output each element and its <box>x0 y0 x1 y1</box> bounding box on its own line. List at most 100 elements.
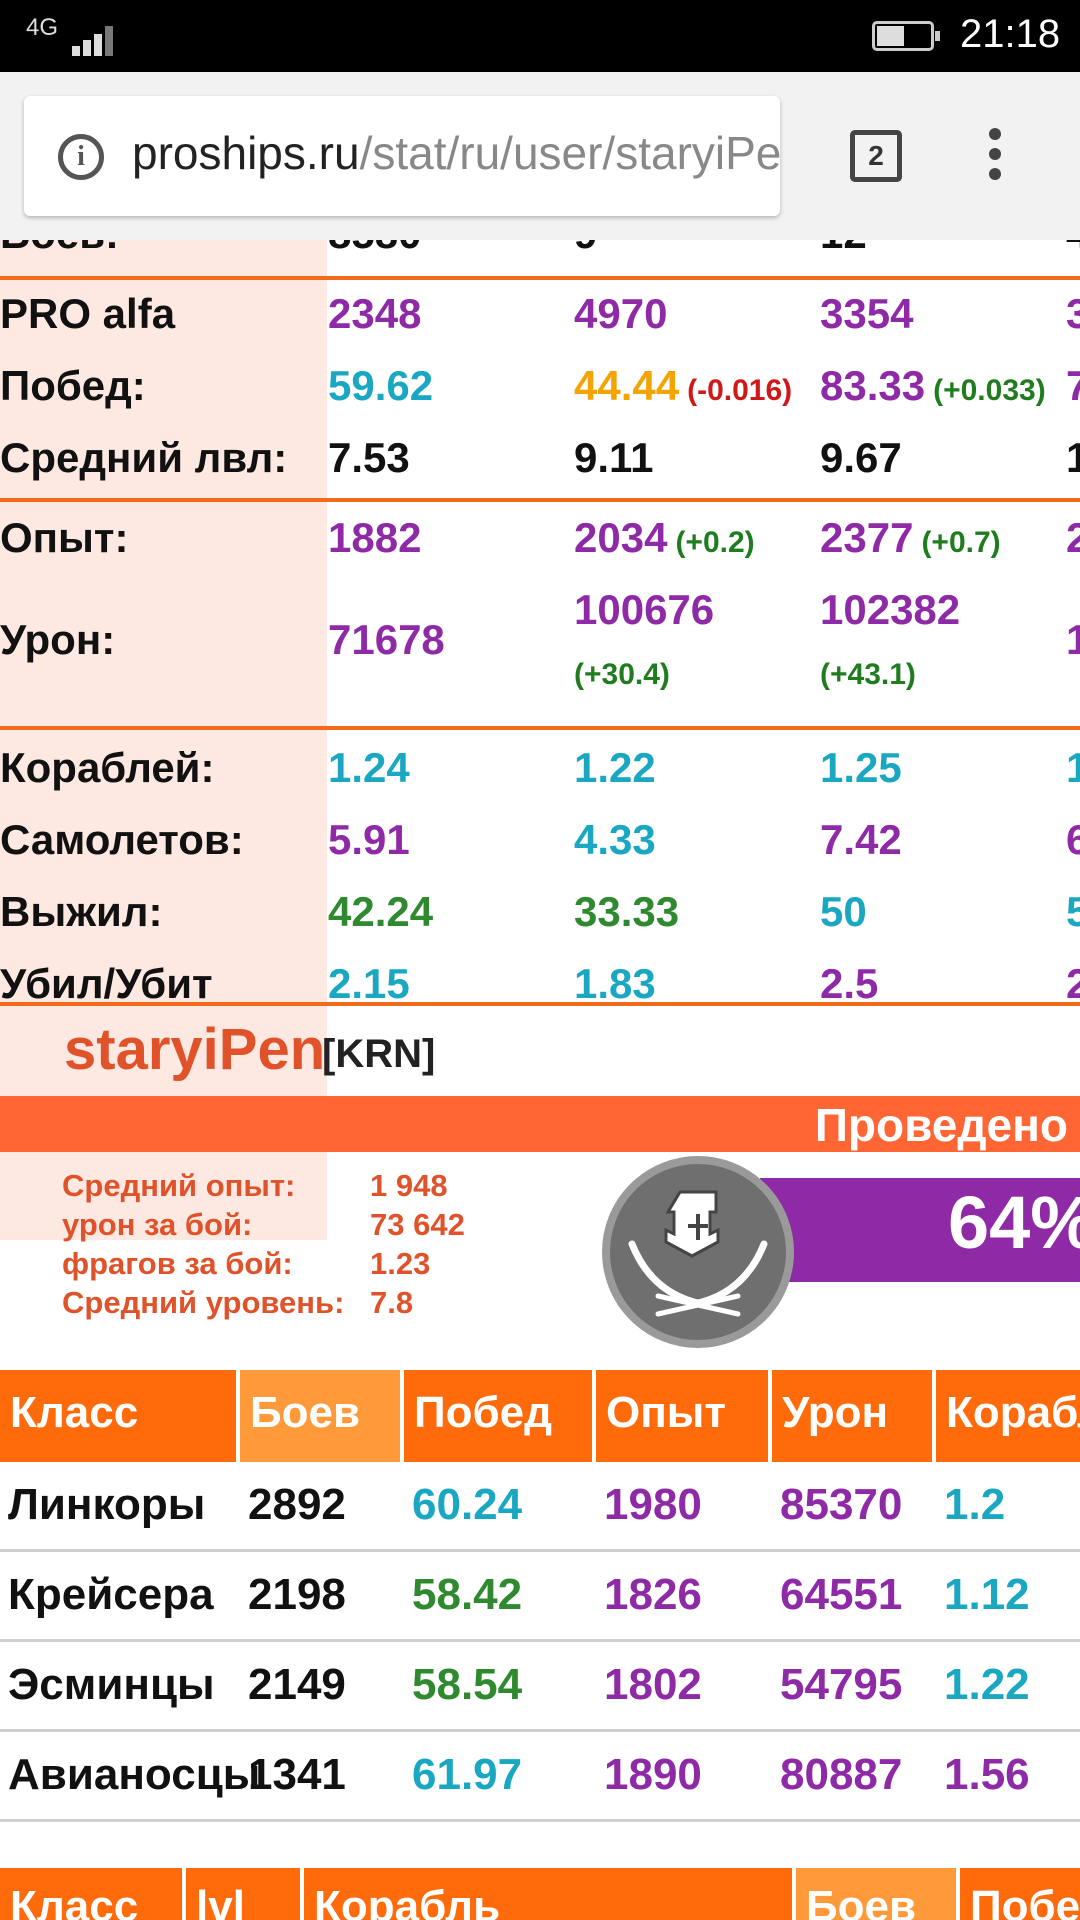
stats-label: PRO alfa <box>0 290 176 337</box>
banner-stat-value: 7.8 <box>370 1285 414 1320</box>
stats-value: 59.62 <box>328 362 434 409</box>
stats-value: 1 <box>1066 744 1080 792</box>
stats-delta: (+0.033) <box>933 374 1046 407</box>
column-header-exp[interactable]: Опыт <box>596 1370 768 1462</box>
stats-value: 2377 <box>820 514 914 561</box>
stats-label: Побед: <box>0 362 146 409</box>
column-header-wins[interactable]: Побед <box>404 1370 592 1462</box>
stats-delta: (+0.7) <box>921 526 1001 559</box>
banner-stat-label: урон за бой: <box>62 1207 253 1242</box>
class-table-header: Класс Боев Побед Опыт Урон Корабл <box>0 1370 1080 1462</box>
table-cell: 80887 <box>780 1750 903 1799</box>
column-header-level[interactable]: lvl <box>186 1868 300 1920</box>
table-cell: Крейсера <box>8 1570 214 1619</box>
divider <box>0 1002 1080 1006</box>
stats-row-damage: Урон: 71678 100676 (+30.4) 102382 (+43.1… <box>0 586 1080 716</box>
stats-value: 100676 <box>574 586 715 633</box>
stats-row-kd: Убил/Убит 2.15 1.83 2.5 2 <box>0 960 1080 1032</box>
stats-value: 1.25 <box>820 744 902 791</box>
stats-value: 2.15 <box>328 960 410 1007</box>
ship-stats-table: Класс lvl Корабль Боев Побед <box>0 1868 1080 1920</box>
column-header-wins[interactable]: Побед <box>960 1868 1080 1920</box>
win-rate-percent: 64% <box>948 1181 1080 1264</box>
table-cell: 1890 <box>604 1750 702 1799</box>
stats-value: 4970 <box>574 290 668 337</box>
stats-value: 33.33 <box>574 888 680 935</box>
player-name: staryiPen <box>64 1017 326 1082</box>
banner-stats: Средний опыт: 1 948 урон за бой: 73 642 фр… <box>62 1166 465 1322</box>
stats-label: Выжил: <box>0 888 163 935</box>
stats-row-planes: Самолетов: 5.91 4.33 7.42 6 <box>0 816 1080 888</box>
stats-label: Боев: <box>0 240 119 258</box>
stats-value: 50 <box>820 888 867 935</box>
stats-row-exp: Опыт: 1882 2034(+0.2) 2377(+0.7) 2 <box>0 514 1080 586</box>
stats-value: 4 <box>1066 240 1080 258</box>
column-header-class[interactable]: Класс <box>0 1370 236 1462</box>
stats-value: 44.44 <box>574 362 680 409</box>
table-cell: Авианосцы <box>8 1750 261 1799</box>
stats-label: Средний лвл: <box>0 434 288 481</box>
column-header-battles[interactable]: Боев <box>240 1370 400 1462</box>
overflow-menu-icon[interactable] <box>985 128 1005 188</box>
page-content: Боев: 8580 9 12 4 PRO alfa 2348 4970 335… <box>0 240 1080 1920</box>
stats-value: 1.83 <box>574 960 656 1007</box>
network-type: 4G <box>26 14 59 41</box>
banner-stat-value: 1 948 <box>370 1168 448 1203</box>
banner-strip-text: Проведено <box>814 1099 1068 1151</box>
banner-stat-label: Средний уровень: <box>62 1285 345 1320</box>
table-cell: 60.24 <box>412 1480 523 1529</box>
stats-value: 9.67 <box>820 434 902 481</box>
divider <box>0 726 1080 730</box>
stats-value: 9.11 <box>574 434 654 481</box>
stats-value: 7.53 <box>328 434 410 481</box>
clan-tag: [KRN] <box>322 1032 436 1076</box>
status-bar: 4G 21:18 <box>0 0 1080 72</box>
banner-stat-label: Средний опыт: <box>62 1168 296 1203</box>
stats-value: 5 <box>1066 888 1080 936</box>
info-icon[interactable]: i <box>58 134 104 180</box>
player-banner: staryiPen [KRN] Проведено Средний опыт: 1… <box>0 1008 1080 1348</box>
stats-value: 3 <box>1066 290 1080 338</box>
stats-value: 2 <box>1066 960 1080 1008</box>
table-cell: 2198 <box>248 1570 346 1619</box>
stats-value: 71678 <box>328 616 445 663</box>
stats-row-avg-level: Средний лвл: 7.53 9.11 9.67 1 <box>0 434 1080 506</box>
stats-row-survived: Выжил: 42.24 33.33 50 5 <box>0 888 1080 960</box>
banner-stat-value: 73 642 <box>370 1207 465 1242</box>
stats-value: 5.91 <box>328 816 410 863</box>
table-row: Линкоры 2892 60.24 1980 85370 1.2 <box>0 1462 1080 1552</box>
stats-value: 1882 <box>328 514 422 561</box>
tab-switcher-button[interactable]: 2 <box>850 130 902 182</box>
signal-icon <box>70 20 120 56</box>
stats-label: Урон: <box>0 616 116 663</box>
table-cell: 61.97 <box>412 1750 523 1799</box>
table-cell: 1341 <box>248 1750 346 1799</box>
stats-label: Убил/Убит <box>0 960 213 1007</box>
stats-value: 2.5 <box>820 960 879 1007</box>
url-host: proships.ru <box>132 127 360 179</box>
column-header-damage[interactable]: Урон <box>772 1370 932 1462</box>
url-text[interactable]: proships.ru/stat/ru/user/staryiPe <box>132 126 780 180</box>
column-header-battles[interactable]: Боев <box>796 1868 956 1920</box>
table-cell: 58.42 <box>412 1570 523 1619</box>
stats-value: 2348 <box>328 290 422 337</box>
stats-value: 9 <box>574 240 597 258</box>
stats-value: 8580 <box>328 240 421 258</box>
table-row: Крейсера 2198 58.42 1826 64551 1.12 <box>0 1552 1080 1642</box>
address-bar[interactable]: i proships.ru/stat/ru/user/staryiPe <box>24 96 780 216</box>
stats-value: 4.33 <box>574 816 656 863</box>
stats-delta: (+0.2) <box>675 526 755 559</box>
stats-value: 6 <box>1066 816 1080 864</box>
table-cell: 64551 <box>780 1570 903 1619</box>
stats-value: 7 <box>1066 362 1080 410</box>
stats-delta: (-0.016) <box>687 374 793 407</box>
column-header-ship[interactable]: Корабль <box>304 1868 792 1920</box>
clock: 21:18 <box>960 12 1061 56</box>
stats-row-battles: Боев: 8580 9 12 4 <box>0 240 1080 282</box>
stats-value: 1.22 <box>574 744 656 791</box>
column-header-ships[interactable]: Корабл <box>936 1370 1080 1462</box>
stats-value: 1 <box>1066 434 1080 482</box>
column-header-class[interactable]: Класс <box>0 1868 182 1920</box>
stats-delta: (+43.1) <box>820 658 916 691</box>
stats-value: 7.42 <box>820 816 902 863</box>
